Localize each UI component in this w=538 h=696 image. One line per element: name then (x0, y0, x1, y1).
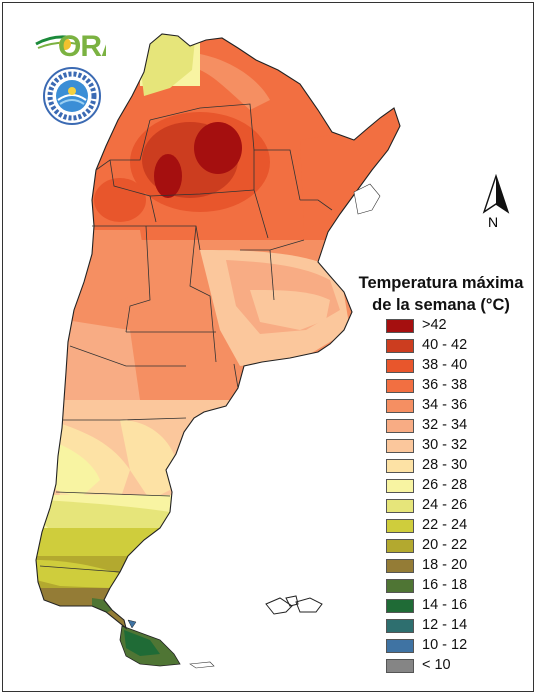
legend-swatch (386, 359, 414, 373)
legend-label: 16 - 18 (422, 577, 468, 593)
legend-swatch (386, 459, 414, 473)
north-label: N (488, 214, 499, 230)
legend-label: 38 - 40 (422, 357, 468, 373)
svg-text:ORA: ORA (58, 30, 106, 60)
legend-swatch (386, 419, 414, 433)
legend-label: 18 - 20 (422, 557, 468, 573)
legend-label: >42 (422, 317, 447, 333)
legend-swatch (386, 319, 414, 333)
legend-swatch (386, 539, 414, 553)
legend-label: 36 - 38 (422, 377, 468, 393)
legend-label: 14 - 16 (422, 597, 468, 613)
legend-swatch (386, 439, 414, 453)
legend-swatch (386, 659, 414, 673)
north-arrow-icon (482, 174, 510, 214)
legend-label: 22 - 24 (422, 517, 468, 533)
legend-title-line2: de la semana (°C) (372, 296, 510, 314)
legend-label: 32 - 34 (422, 417, 468, 433)
legend-swatch (386, 399, 414, 413)
smn-seal (43, 67, 101, 125)
legend-label: 28 - 30 (422, 457, 468, 473)
legend-swatch (386, 579, 414, 593)
legend-label: 30 - 32 (422, 437, 468, 453)
legend-label: 40 - 42 (422, 337, 468, 353)
province-borders (39, 103, 333, 573)
legend-swatch (386, 499, 414, 513)
legend-swatch (386, 599, 414, 613)
legend-label: 20 - 22 (422, 537, 468, 553)
legend-swatch (386, 339, 414, 353)
legend-label: 34 - 36 (422, 397, 468, 413)
legend-title-line1: Temperatura máxima (358, 274, 524, 292)
legend-swatch (386, 519, 414, 533)
legend-swatch (386, 379, 414, 393)
legend-label: 12 - 14 (422, 617, 468, 633)
legend-label: 26 - 28 (422, 477, 468, 493)
legend-swatch (386, 639, 414, 653)
legend-label: 10 - 12 (422, 637, 468, 653)
legend-swatch (386, 619, 414, 633)
legend-title: Temperatura máxima de la semana (°C) (346, 272, 536, 316)
legend-swatch (386, 559, 414, 573)
ora-logo: ORA (35, 30, 106, 60)
legend-swatch (386, 479, 414, 493)
malvinas-islands (265, 595, 323, 615)
legend-label: < 10 (422, 657, 451, 673)
legend-label: 24 - 26 (422, 497, 468, 513)
